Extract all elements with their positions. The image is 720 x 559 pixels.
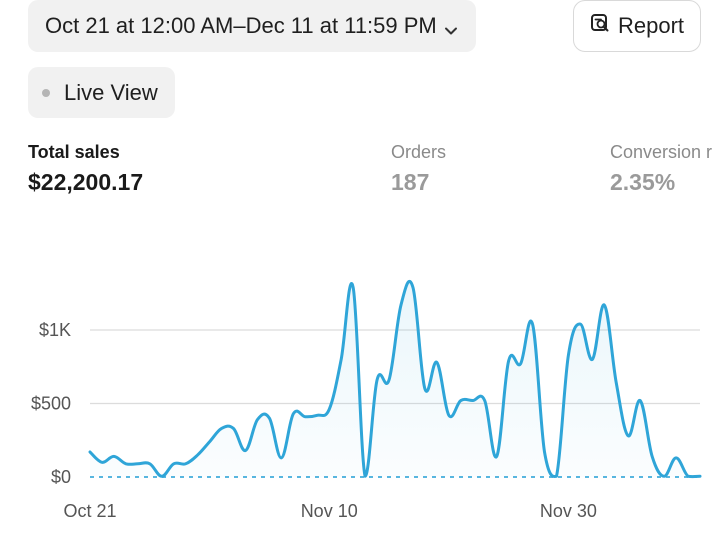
x-tick-label: Oct 21 — [63, 501, 116, 521]
y-tick-label: $500 — [31, 394, 71, 414]
report-label: Report — [617, 13, 685, 38]
metric-total-sales[interactable]: Total sales $22,200.17 — [28, 142, 143, 196]
report-icon — [590, 13, 610, 39]
live-view-label: Live View — [64, 79, 158, 105]
x-tick-label: Nov 30 — [540, 501, 597, 521]
date-range-label: Oct 21 at 12:00 AM–Dec 11 at 11:59 PM — [45, 13, 437, 38]
live-status-dot — [42, 88, 50, 97]
x-axis-labels: Oct 21 Nov 10 Nov 30 — [63, 501, 596, 521]
chevron-down-icon — [444, 18, 458, 44]
series-layer — [88, 279, 702, 479]
metric-value: $22,200.17 — [28, 169, 144, 195]
series-area — [90, 281, 700, 477]
metric-label: Total sales — [28, 142, 120, 162]
metric-label: Conversion r — [610, 142, 713, 162]
metric-value: 2.35% — [610, 169, 676, 195]
y-axis-labels: $0 $500 $1K — [31, 320, 71, 487]
report-button[interactable]: Report — [573, 0, 701, 52]
y-tick-label: $0 — [51, 467, 71, 487]
metric-conversion-rate[interactable]: Conversion r 2.35% — [610, 142, 720, 196]
sales-line-chart: $0 $500 $1K Oct 21 Nov 10 Nov 30 — [31, 279, 702, 521]
live-view-button[interactable]: Live View — [28, 67, 175, 118]
x-tick-label: Nov 10 — [301, 501, 358, 521]
metric-value: 187 — [391, 169, 430, 195]
metric-label: Orders — [391, 142, 447, 162]
y-tick-label: $1K — [39, 320, 71, 340]
date-range-selector[interactable]: Oct 21 at 12:00 AM–Dec 11 at 11:59 PM — [28, 0, 476, 52]
metric-orders[interactable]: Orders 187 — [391, 142, 446, 196]
